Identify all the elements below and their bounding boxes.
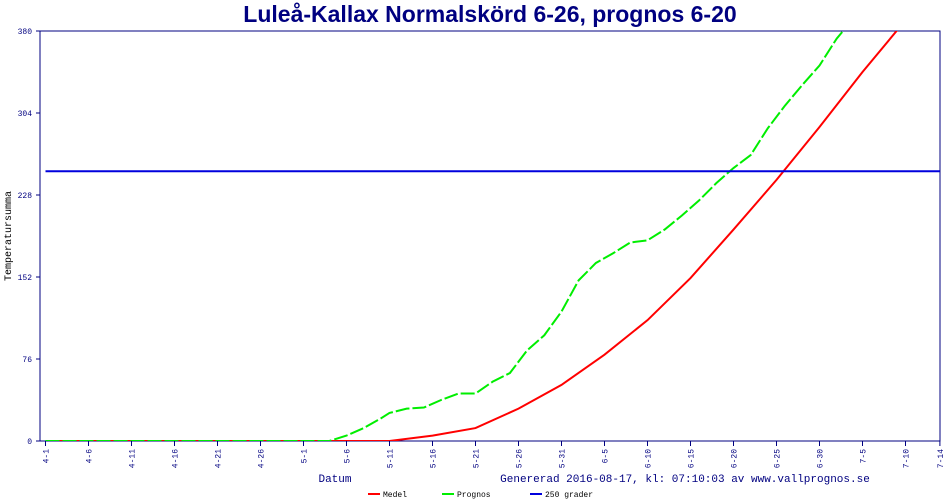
y-tick-label: 304 (18, 110, 33, 119)
x-axis-label: Datum (318, 474, 351, 486)
x-tick-label: 5-16 (430, 449, 439, 468)
x-tick-label: 4-1 (43, 449, 52, 464)
x-tick-label: 4-11 (129, 449, 138, 468)
x-tick-label: 5-31 (559, 449, 568, 468)
x-tick-label: 6-10 (645, 449, 654, 468)
x-tick-label: 4-26 (258, 449, 267, 468)
x-tick-label: 6-20 (731, 449, 740, 468)
legend-label: 250 grader (545, 491, 593, 500)
chart-title: Luleå-Kallax Normalskörd 6-26, prognos 6… (243, 1, 736, 27)
x-tick-label: 5-26 (516, 449, 525, 468)
x-tick-label: 6-5 (602, 449, 611, 464)
legend-label: Medel (383, 491, 407, 500)
x-tick-label: 6-30 (817, 449, 826, 468)
y-axis-label: Temperatursumma (4, 191, 15, 281)
x-tick-label: 7-10 (903, 449, 912, 468)
y-tick-label: 152 (18, 274, 33, 283)
legend-label: Prognos (457, 491, 491, 500)
footer-text: Genererad 2016-08-17, kl: 07:10:03 av ww… (500, 474, 870, 486)
plot-frame (39, 30, 941, 442)
series-line-prognos (45, 31, 845, 441)
x-tick-label: 4-16 (172, 449, 181, 468)
x-tick-label: 6-25 (774, 449, 783, 468)
series-group (45, 31, 940, 441)
x-tick-label: 5-6 (344, 449, 353, 464)
x-tick-label: 4-21 (215, 449, 224, 468)
x-tick-label: 4-6 (86, 449, 95, 464)
x-tick-label: 7-14 (937, 449, 946, 468)
y-tick-label: 228 (18, 192, 33, 201)
y-tick-label: 380 (18, 28, 33, 37)
x-tick-label: 6-15 (688, 449, 697, 468)
y-tick-label: 76 (22, 356, 32, 365)
y-tick-label: 0 (27, 438, 32, 447)
series-line-medel (45, 31, 898, 441)
x-tick-label: 5-1 (301, 449, 310, 464)
legend: Medel Prognos 250 grader (368, 491, 593, 500)
x-tick-label: 5-21 (473, 449, 482, 468)
x-tick-label: 7-5 (860, 449, 869, 464)
x-tick-label: 5-11 (387, 449, 396, 468)
